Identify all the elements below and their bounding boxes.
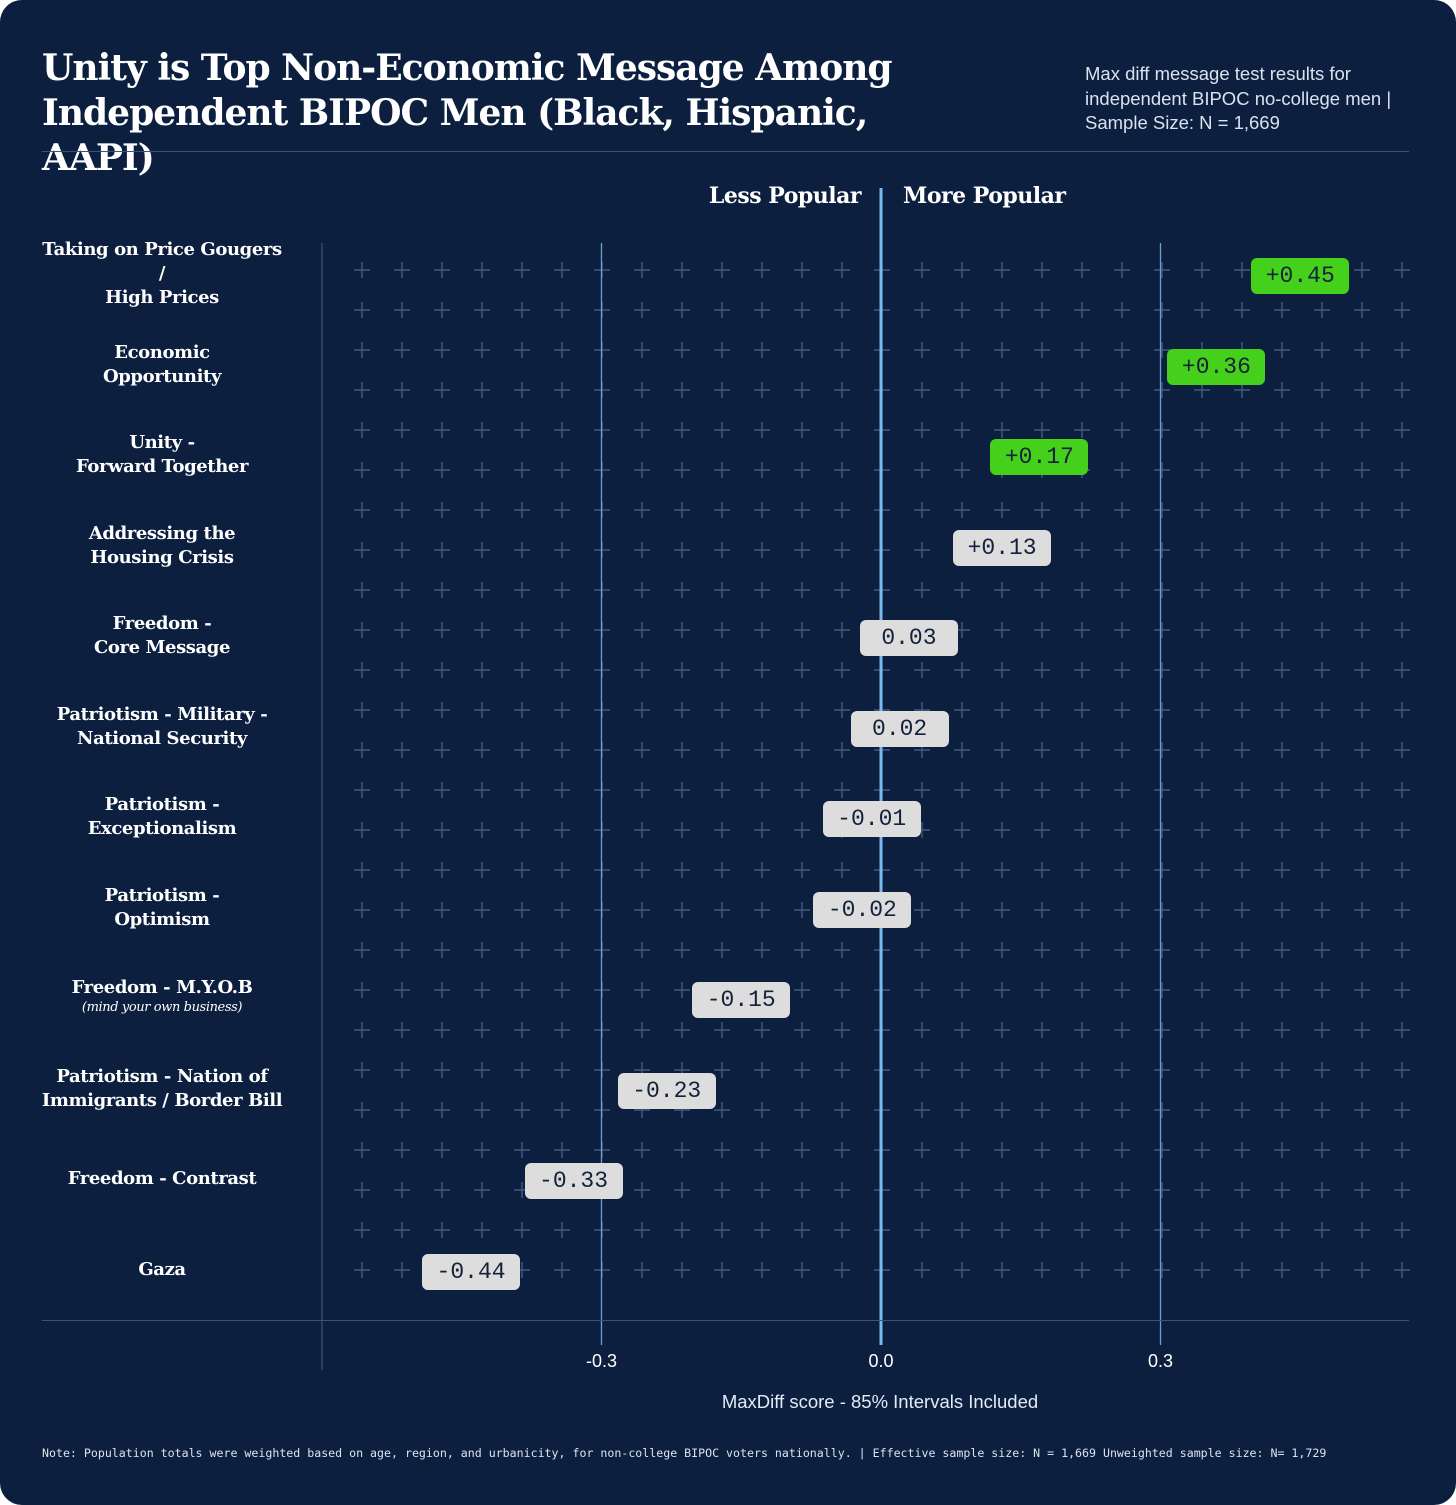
- row-label-text: Economic Opportunity: [102, 341, 222, 387]
- x-axis-label: MaxDiff score - 85% Intervals Included: [721, 1391, 1039, 1412]
- row-label: Patriotism - Exceptionalism: [40, 793, 284, 841]
- row-label: Patriotism - Military - National Securit…: [40, 703, 284, 751]
- row-label: Patriotism - Nation of Immigrants / Bord…: [40, 1065, 284, 1113]
- value-pill: +0.17: [990, 439, 1089, 475]
- row-label: Freedom - Contrast: [40, 1167, 284, 1191]
- row-label-text: Patriotism - Nation of Immigrants / Bord…: [41, 1065, 283, 1111]
- more-popular-label: More Popular: [903, 183, 1066, 209]
- row-label: Gaza: [40, 1258, 284, 1282]
- row-label-text: Patriotism - Military - National Securit…: [56, 703, 268, 749]
- row-label-text: Gaza: [138, 1258, 186, 1280]
- row-label-text: Freedom - M.Y.O.B: [71, 977, 253, 998]
- x-tick-label: -0.3: [585, 1351, 617, 1371]
- value-pill: -0.02: [813, 891, 912, 928]
- chart-title: Unity is Top Non-Economic Message Among …: [42, 47, 893, 179]
- row-label-text: Unity - Forward Together: [75, 432, 249, 477]
- value-pill: +0.45: [1251, 258, 1350, 294]
- row-label: Economic Opportunity: [40, 341, 284, 389]
- value-pill: -0.44: [422, 1253, 521, 1290]
- row-label: Taking on Price Gougers / High Prices: [40, 238, 284, 310]
- less-popular-label: Less Popular: [708, 183, 862, 209]
- top-divider: [42, 151, 1409, 152]
- row-label-text: Freedom - Core Message: [93, 613, 231, 658]
- chart-subtitle: Max diff message test results for indepe…: [1085, 63, 1392, 133]
- row-label: Freedom - Core Message: [40, 612, 284, 660]
- row-label-text: Freedom - Contrast: [67, 1168, 257, 1189]
- value-pill: 0.03: [859, 620, 958, 656]
- value-pill: -0.33: [524, 1163, 623, 1199]
- footnote: Note: Population totals were weighted ba…: [42, 1446, 1327, 1460]
- row-label-text: Patriotism - Exceptionalism: [87, 794, 237, 839]
- row-label: Patriotism - Optimism: [40, 884, 284, 932]
- x-tick-label: 0.0: [868, 1351, 894, 1371]
- row-label: Addressing the Housing Crisis: [40, 522, 284, 570]
- row-label-note: (mind your own business): [81, 1000, 243, 1015]
- row-label: Unity - Forward Together: [40, 431, 284, 479]
- row-label-text: Addressing the Housing Crisis: [88, 522, 236, 568]
- value-pill: -0.23: [617, 1072, 716, 1109]
- x-tick-label: 0.3: [1147, 1351, 1174, 1371]
- value-pill: -0.01: [822, 801, 921, 837]
- value-pill: -0.15: [692, 982, 791, 1018]
- value-pill: +0.13: [953, 529, 1052, 566]
- row-label-text: Taking on Price Gougers / High Prices: [42, 239, 282, 308]
- row-label: Freedom - M.Y.O.B (mind your own business…: [40, 976, 284, 1016]
- grid-plus-pattern: [354, 262, 1410, 1278]
- bottom-divider: [42, 1320, 1409, 1321]
- row-label-text: Patriotism - Optimism: [104, 884, 220, 930]
- value-pill: +0.36: [1167, 348, 1266, 385]
- value-pill: 0.02: [850, 710, 949, 747]
